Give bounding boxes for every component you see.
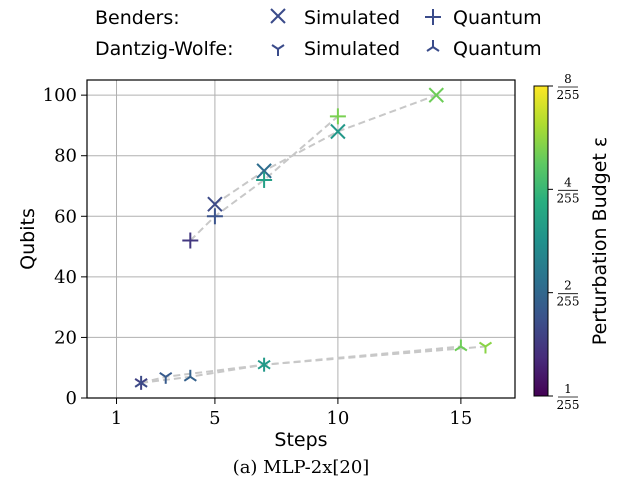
y-axis-label: Qubits [17, 208, 39, 270]
marker-plus-1-3 [329, 108, 346, 125]
legend-dw-quantum: Quantum [453, 38, 542, 60]
y-tick-label: 100 [43, 85, 77, 106]
plot-border [86, 79, 516, 399]
y-tick-label: 20 [54, 327, 77, 348]
x-tick-label: 5 [209, 408, 220, 429]
marker-plus-1-2 [256, 171, 273, 188]
marker-x-0-0 [207, 196, 223, 212]
series-line-2 [140, 345, 486, 384]
figure-caption: (a) MLP-2x[20] [233, 457, 370, 478]
legend-benders-simulated: Simulated [304, 7, 400, 29]
marker-plus-1-0 [182, 232, 199, 249]
colorbar-tick-den: 255 [557, 398, 580, 412]
y-tick-label: 40 [54, 267, 77, 288]
legend-plus-marker-icon [425, 9, 441, 25]
x-tick-label: 1 [111, 408, 122, 429]
marker-tri_down-2-3 [478, 341, 493, 354]
colorbar-tick-num: 8 [564, 72, 572, 86]
x-tick-label: 15 [449, 408, 472, 429]
marker-x-0-2 [330, 123, 346, 140]
series-line-1 [189, 115, 339, 242]
legend-benders-label: Benders: [95, 7, 180, 29]
colorbar-tick-den: 255 [557, 191, 580, 205]
legend-x-marker-icon [270, 8, 286, 24]
legend: Benders: Simulated Quantum Dantzig-Wolfe… [95, 7, 542, 60]
colorbar-label: Perturbation Budget ε [589, 137, 611, 345]
series-line-0 [214, 94, 437, 205]
colorbar-tick-num: 2 [564, 279, 572, 293]
legend-dw-label: Dantzig-Wolfe: [95, 38, 234, 60]
legend-tri-up-marker-icon [426, 40, 440, 52]
y-tick-label: 80 [54, 146, 77, 167]
plot-frame [86, 79, 516, 399]
series-markers [134, 87, 493, 390]
legend-tri-down-marker-icon [271, 44, 285, 56]
x-tick-label: 10 [326, 408, 349, 429]
y-tick-label: 60 [54, 206, 77, 227]
x-axis-label: Steps [274, 429, 327, 451]
marker-tri_up-3-2 [257, 357, 271, 370]
marker-plus-1-1 [206, 208, 223, 225]
colorbar-tick-num: 1 [564, 382, 572, 396]
colorbar [533, 85, 549, 397]
marker-tri_up-3-3 [454, 339, 468, 352]
colorbar-tick-num: 4 [564, 175, 572, 189]
marker-x-0-3 [428, 87, 444, 103]
legend-benders-quantum: Quantum [453, 7, 542, 29]
marker-x-0-1 [256, 163, 272, 179]
marker-tri_up-3-1 [183, 369, 197, 382]
grid [87, 80, 515, 399]
colorbar-tick-den: 255 [557, 88, 580, 102]
colorbar-tick-den: 255 [557, 295, 580, 309]
marker-tri_down-2-1 [159, 371, 173, 384]
legend-dw-simulated: Simulated [304, 38, 400, 60]
y-tick-label: 0 [66, 388, 77, 409]
marker-tri_up-3-0 [134, 375, 148, 388]
